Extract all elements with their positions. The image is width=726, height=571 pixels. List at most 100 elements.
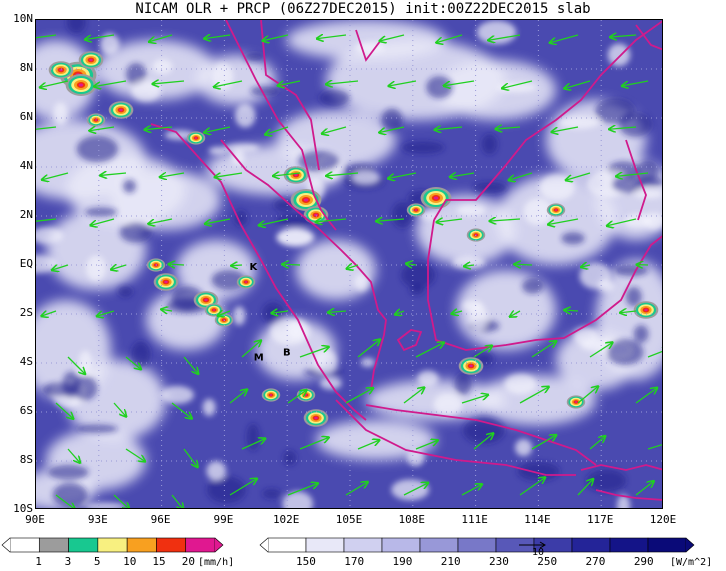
wind-vector <box>488 34 521 40</box>
wind-vector <box>647 444 662 450</box>
wind-vector <box>577 387 598 404</box>
clear-sky-patch <box>625 286 642 307</box>
lon-label: 108E <box>398 513 426 526</box>
wind-vector <box>509 172 533 180</box>
wind-vector <box>218 311 231 316</box>
wind-vector <box>403 388 424 404</box>
olr-tick-label: 290 <box>633 555 654 568</box>
cloud-patch <box>616 494 631 508</box>
olr-color-swatch <box>343 537 383 553</box>
olr-tick-label: 190 <box>392 555 413 568</box>
wind-vector <box>153 81 185 84</box>
wind-vector <box>379 126 405 133</box>
wind-vector <box>403 483 428 496</box>
precip-cell <box>290 189 322 211</box>
cloud-patch <box>100 33 120 56</box>
precip-cell <box>65 74 97 96</box>
wind-vector <box>473 346 492 358</box>
cloud-patch <box>391 479 430 501</box>
lon-label: 111E <box>461 513 488 526</box>
wind-vector <box>205 218 231 224</box>
map-frame: K M B <box>35 19 663 509</box>
lon-label: 114E <box>524 513 551 526</box>
cloud-patch <box>607 43 631 67</box>
cloud-patch <box>231 149 245 166</box>
wind-vector <box>40 80 69 87</box>
cloud-patch <box>417 370 439 387</box>
lon-label: 102E <box>272 513 300 526</box>
wind-vector <box>607 218 637 226</box>
wind-vector <box>461 395 488 404</box>
wind-vector <box>395 311 405 314</box>
lon-label: 117E <box>586 513 614 526</box>
clear-sky-patch <box>283 450 297 466</box>
coastline-java-north <box>365 404 597 466</box>
wind-vector <box>183 448 198 467</box>
clear-sky-patch <box>522 278 544 294</box>
coastline-borneo-south <box>427 219 662 351</box>
clear-sky-patch <box>472 182 508 194</box>
cloud-patch <box>558 116 600 129</box>
wind-vector <box>42 172 69 180</box>
clear-sky-patch <box>298 150 340 172</box>
olr-color-swatch <box>381 537 421 553</box>
wind-vector <box>464 265 475 266</box>
station-markers: K M B <box>250 262 291 364</box>
coastline-natuna <box>355 29 382 62</box>
wind-vector <box>125 448 145 461</box>
olr-tick-label: 250 <box>537 555 558 568</box>
cloud-patch <box>354 274 370 292</box>
wind-vector <box>550 34 579 43</box>
clear-sky-patch <box>586 469 627 493</box>
wind-vector <box>564 310 579 311</box>
clear-sky-patch <box>246 423 260 451</box>
wind-vector <box>345 482 368 496</box>
wind-vector <box>214 80 243 87</box>
wind-vector <box>282 264 301 265</box>
wind-vector <box>91 218 115 225</box>
wind-vector <box>380 34 405 41</box>
lat-label: 6N <box>19 110 33 123</box>
olr-colorbar-low-end <box>259 537 269 553</box>
wind-vector <box>515 264 533 265</box>
lon-label: 120E <box>649 513 677 526</box>
clear-sky-patch <box>62 371 80 399</box>
wind-vector <box>299 437 329 450</box>
wind-vector <box>125 356 141 369</box>
wind-vector <box>183 356 198 374</box>
clear-sky-patch <box>274 198 295 212</box>
cloud-patch <box>597 280 615 293</box>
cloud-patch <box>36 227 64 245</box>
clear-sky-patch <box>262 488 282 499</box>
wind-vector <box>552 126 579 132</box>
lon-label: 90E <box>25 513 45 526</box>
wind-vector <box>326 173 359 176</box>
olr-tick-label: 210 <box>440 555 461 568</box>
precip-colorbar-high-end <box>214 537 224 553</box>
clear-sky-patch <box>76 135 119 163</box>
clear-sky-patch <box>52 482 88 508</box>
clear-sky-patch <box>48 464 89 480</box>
cloud-patch <box>419 211 438 221</box>
wind-vector <box>635 388 657 404</box>
lat-label: EQ <box>19 257 33 270</box>
wind-vector <box>376 219 405 221</box>
clear-sky-patch <box>234 210 248 227</box>
cloud-patch <box>469 303 488 331</box>
coastline-sulawesi <box>635 24 662 51</box>
precip-tick-label: 5 <box>93 555 101 568</box>
wind-vector <box>36 218 57 222</box>
wind-vector <box>215 173 243 177</box>
wind-vector <box>609 127 637 129</box>
clear-sky-patch <box>381 108 403 132</box>
wind-vector <box>113 402 126 416</box>
wind-vector <box>90 127 115 131</box>
clear-sky-patch <box>244 52 265 62</box>
wind-vector <box>345 388 373 404</box>
cloud-patch <box>234 103 256 128</box>
wind-vector <box>287 390 306 404</box>
clear-sky-patch <box>401 262 436 289</box>
wind-vector <box>620 311 637 313</box>
wind-vector <box>357 440 379 450</box>
